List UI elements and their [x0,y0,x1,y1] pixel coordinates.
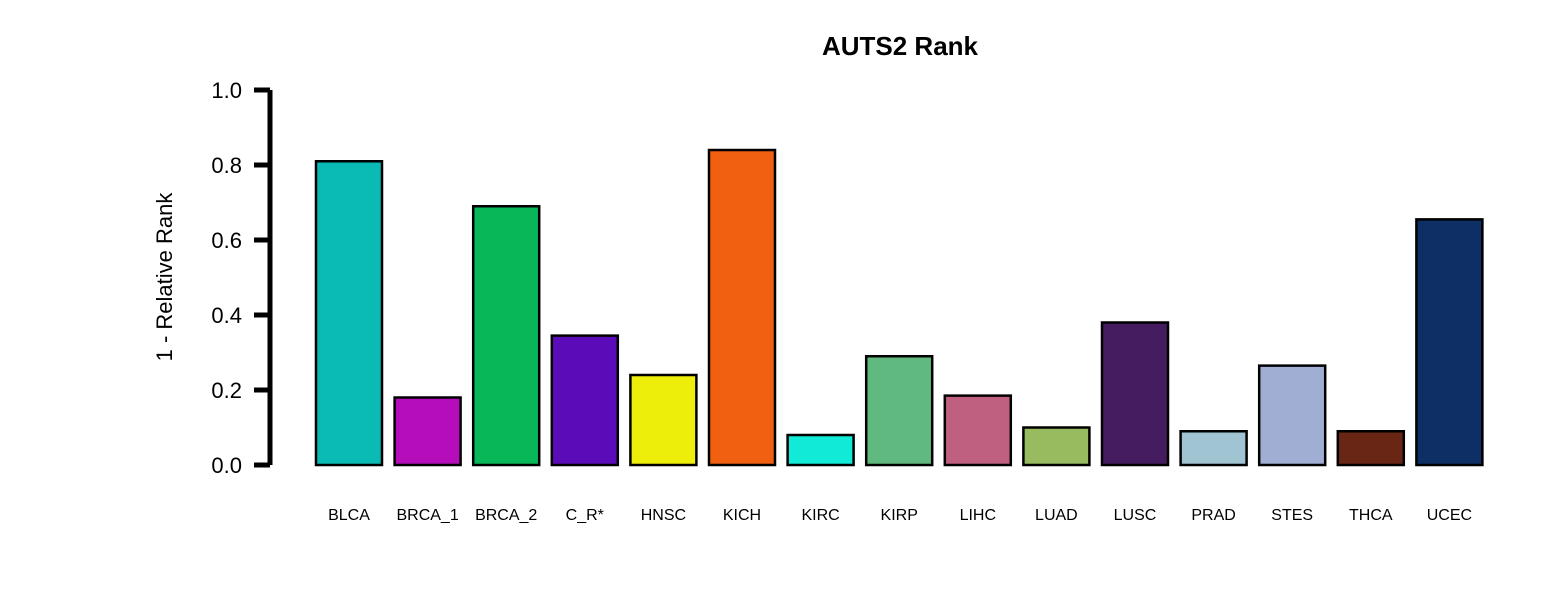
bar-stes [1257,364,1327,467]
x-tick-label: HNSC [641,507,686,524]
x-tick-label: LUSC [1114,507,1157,524]
bar-thca [1336,430,1406,467]
y-tick-label: 1.0 [211,78,242,103]
chart-title: AUTS2 Rank [822,31,979,61]
bar-kich [707,148,777,467]
bar-lihc [943,394,1013,467]
y-tick-label: 0.8 [211,153,242,178]
x-tick-labels: BLCA BRCA_1 BRCA_2 C_R* HNSC KICH KIRC KIRP LIHC… [328,507,1472,524]
x-tick-label: UCEC [1427,507,1472,524]
bar-blca [314,160,384,467]
bar-kirp [864,355,934,467]
bar-lusc [1100,321,1170,467]
x-tick-label: BRCA_1 [396,507,458,524]
x-tick-label: THCA [1349,507,1393,524]
y-tick-label: 0.0 [211,453,242,478]
x-tick-label: KIRP [881,507,918,524]
bar-c-r [550,334,620,467]
x-tick-label: KICH [723,507,761,524]
y-tick-label: 0.4 [211,303,242,328]
bar-kirc [786,433,855,467]
y-tick-label: 0.6 [211,228,242,253]
x-tick-label: KIRC [801,507,839,524]
y-tick-label: 0.2 [211,378,242,403]
bar-brca-2 [471,205,541,467]
x-tick-label: PRAD [1191,507,1235,524]
bar-hnsc [629,373,698,467]
x-tick-label: C_R* [566,507,604,524]
bar-ucec [1415,218,1484,467]
bar-luad [1022,426,1091,467]
x-tick-label: BLCA [328,507,370,524]
y-axis-label: 1 - Relative Rank [152,192,177,362]
x-tick-label: BRCA_2 [475,507,537,524]
bar-brca-1 [393,396,462,467]
y-axis: 0.0 0.2 0.4 0.6 0.8 1.0 [211,78,273,478]
x-tick-label: LIHC [960,507,996,524]
bars [314,148,1484,467]
x-tick-label: STES [1271,507,1313,524]
bar-prad [1179,430,1248,467]
x-tick-label: LUAD [1035,507,1078,524]
